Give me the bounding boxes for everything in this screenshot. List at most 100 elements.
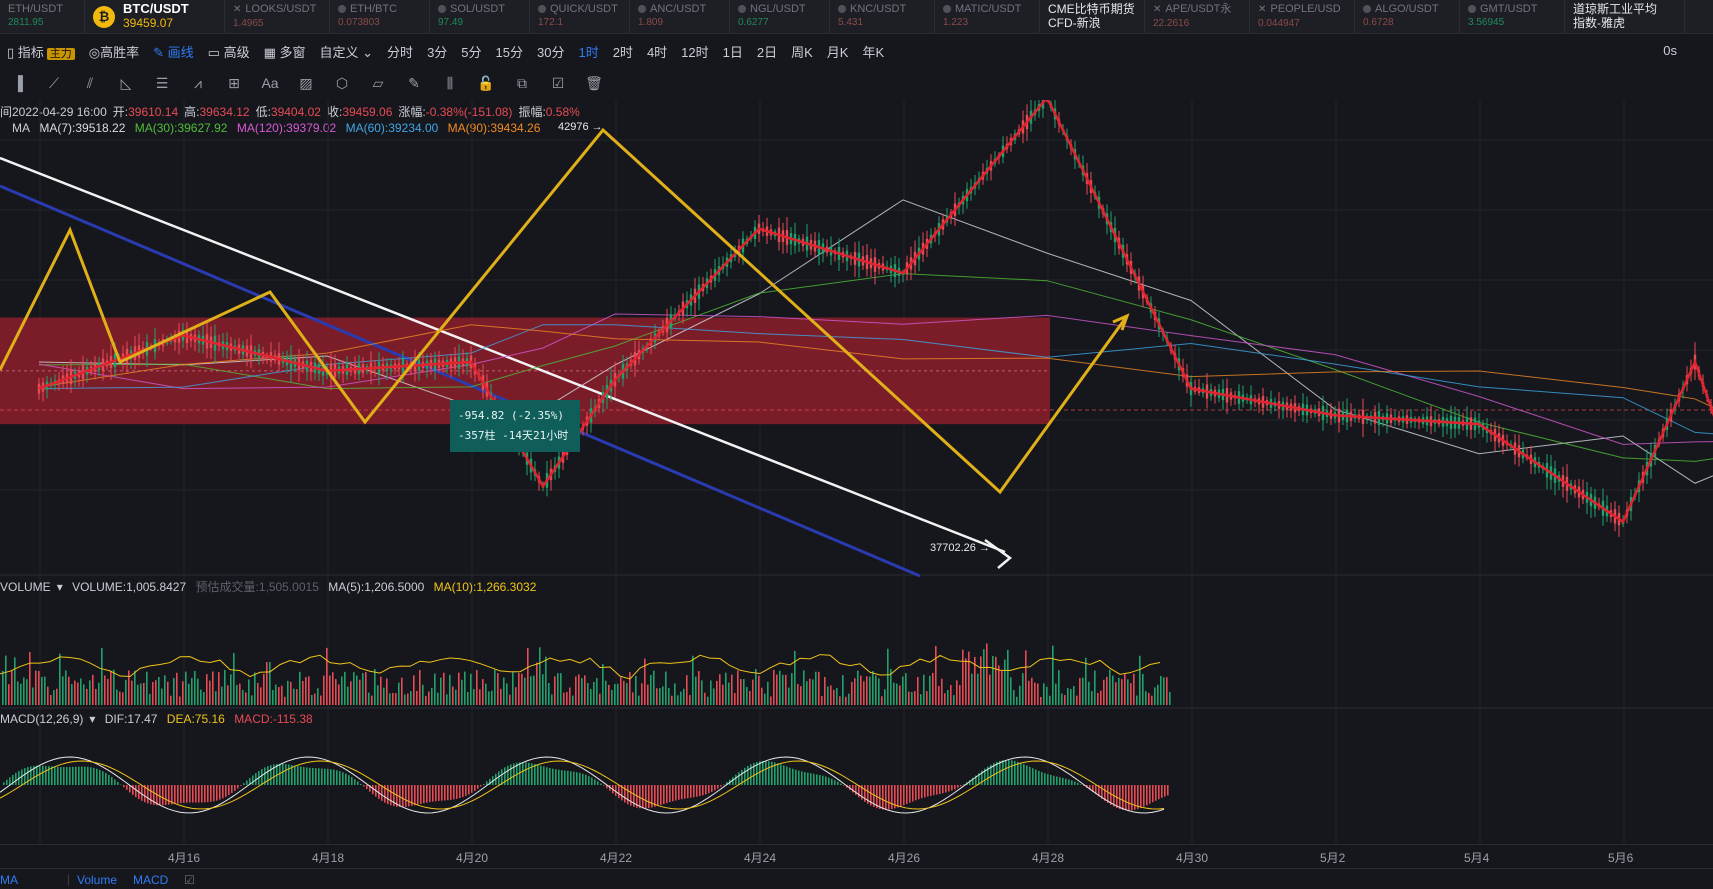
interval-option[interactable]: 分时 [387, 44, 414, 60]
macd-name[interactable]: MACD(12,26,9) [0, 712, 84, 726]
text-tool-icon[interactable]: Aa [261, 75, 279, 91]
crosshair-box-icon[interactable]: ⊞ [228, 74, 240, 91]
chevron-down-icon[interactable]: ▾ [56, 580, 63, 594]
macd-histogram-bar [1002, 760, 1004, 785]
volume-bar [1028, 680, 1030, 705]
ticker-item[interactable]: ALGO/USDT 0.6728 [1355, 0, 1460, 33]
volume-bar [164, 675, 166, 705]
cursor-tool-icon[interactable]: ▐ [13, 75, 23, 91]
tab-ma[interactable]: MA [0, 873, 18, 887]
copy-icon[interactable]: ⧉ [517, 74, 527, 91]
interval-option[interactable]: 12时 [681, 44, 709, 60]
edit-icon[interactable]: ☑ [551, 74, 565, 91]
macd-histogram-bar [312, 768, 314, 785]
interval-option[interactable]: 周K [791, 44, 813, 60]
horizontal-lines-icon[interactable]: ☰ [155, 74, 169, 91]
volume-bar [539, 647, 541, 705]
custom-interval-dropdown[interactable]: 自定义 ⌄ [313, 42, 381, 61]
ticker-item[interactable]: ETH/USDT 2811.95 [0, 0, 85, 33]
fib-tool-icon[interactable]: ▨ [299, 74, 313, 91]
shape-tool-icon[interactable]: ⬡ [335, 74, 349, 91]
interval-option[interactable]: 30分 [537, 44, 565, 60]
chart-canvas[interactable] [0, 100, 1713, 844]
interval-option[interactable]: 年K [862, 44, 885, 60]
interval-option[interactable]: 4时 [646, 44, 668, 60]
interval-option[interactable]: 5分 [461, 44, 482, 60]
interval-option[interactable]: 1日 [722, 44, 743, 60]
macd-histogram-bar [381, 785, 383, 801]
interval-option[interactable]: 月K [826, 44, 849, 60]
volume-bar [74, 680, 76, 705]
volume-bar [416, 690, 418, 705]
volume-bar [1001, 670, 1003, 705]
ticker-item[interactable]: MATIC/USDT 1.223 [935, 0, 1040, 33]
advanced-button[interactable]: ▭ 高级 [201, 42, 257, 61]
volume-bar [425, 695, 427, 705]
parallel-tool-icon[interactable]: ⫽ [86, 74, 94, 91]
ticker-item[interactable]: ETH/BTC 0.073803 [330, 0, 430, 33]
macd-histogram-bar [246, 780, 248, 785]
ticker-item[interactable]: SOL/USDT 97.49 [430, 0, 530, 33]
bars-pattern-icon[interactable]: ⫼ [446, 74, 454, 91]
tab-macd[interactable]: MACD [133, 873, 169, 887]
chevron-down-icon[interactable]: ▾ [89, 712, 96, 726]
ticker-item[interactable]: ₿ BTC/USDT 39459.07 [85, 0, 225, 33]
volume-bar [626, 683, 628, 705]
macd-histogram-bar [723, 784, 725, 785]
interval-option[interactable]: 2日 [756, 44, 778, 60]
volume-bar [215, 691, 217, 705]
angle-tool-icon[interactable]: ◺ [120, 74, 132, 91]
ticker-item[interactable]: GMT/USDT 3.56945 [1460, 0, 1565, 33]
ticker-symbol: BTC/USDT [123, 1, 189, 16]
ruler-icon[interactable]: ▱ [372, 74, 384, 91]
close-icon[interactable]: ✕ [1258, 4, 1267, 15]
interval-option[interactable]: 2时 [612, 44, 633, 60]
volume-bar [920, 694, 922, 705]
volume-bar [746, 686, 748, 705]
ticker-item[interactable]: ANC/USDT 1.809 [630, 0, 730, 33]
interval-option[interactable]: 15分 [495, 44, 523, 60]
volume-bar [260, 687, 262, 705]
trash-icon[interactable]: 🗑 [585, 74, 603, 91]
macd-histogram-bar [96, 768, 98, 785]
ticker-item[interactable]: 道琼斯工业平均 指数-雅虎 [1565, 0, 1685, 33]
volume-bar [464, 671, 466, 705]
pen-icon: ✎ [153, 44, 168, 60]
line-tool-icon[interactable]: ⟋ [49, 74, 59, 91]
macd-histogram-bar [348, 775, 350, 785]
indicator-button[interactable]: ▯ 指标 主力 [0, 42, 82, 61]
ticker-item[interactable]: ✕ PEOPLE/USD 0.044947 [1250, 0, 1355, 33]
volume-bar [755, 669, 757, 705]
multi-window-button[interactable]: ▦ 多窗 [257, 42, 313, 61]
ticker-item[interactable]: KNC/USDT 5.431 [830, 0, 935, 33]
ticker-item[interactable]: CME比特币期货 CFD-新浪 [1040, 0, 1145, 33]
ticker-price: 1.4965 [233, 18, 264, 29]
tab-volume[interactable]: Volume [77, 873, 118, 887]
pencil-icon[interactable]: ✎ [408, 74, 420, 91]
volume-bar [1121, 679, 1123, 705]
ticker-item[interactable]: ✕ LOOKS/USDT 1.4965 [225, 0, 330, 33]
macd-histogram-bar [90, 767, 92, 785]
macd-histogram-bar [165, 785, 167, 806]
ticker-item[interactable]: NGL/USDT 0.6277 [730, 0, 830, 33]
draw-button[interactable]: ✎ 画线 [146, 42, 201, 61]
volume-bar [278, 687, 280, 705]
ticker-item[interactable]: QUICK/USDT 172.1 [530, 0, 630, 33]
win-rate-button[interactable]: ◎高胜率 [82, 42, 146, 61]
macd-histogram-bar [315, 768, 317, 785]
interval-option[interactable]: 3分 [427, 44, 448, 60]
close-icon[interactable]: ✕ [1153, 4, 1162, 15]
close-icon[interactable]: ✕ [233, 4, 242, 15]
ma-name[interactable]: MA [12, 121, 30, 135]
volume-bar [788, 687, 790, 705]
ticker-item[interactable]: ✕ APE/USDT永 22.2616 [1145, 0, 1250, 33]
interval-option[interactable]: 1时 [578, 44, 599, 60]
volume-bar [944, 693, 946, 705]
volume-name[interactable]: VOLUME [0, 580, 51, 594]
edit-icon[interactable]: ☑ [184, 873, 195, 887]
macd-histogram-bar [129, 785, 131, 793]
volume-bar [773, 669, 775, 705]
wave-tool-icon[interactable]: ⩘ [194, 74, 202, 91]
lock-icon[interactable]: 🔓 [477, 74, 495, 91]
volume-bar [437, 692, 439, 705]
